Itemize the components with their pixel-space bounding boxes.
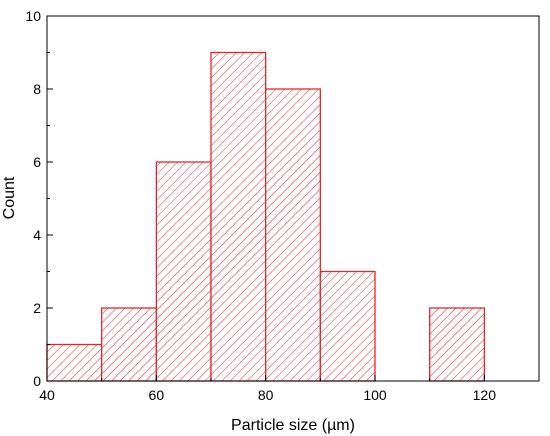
histogram-bar-70-80 bbox=[210, 51, 267, 382]
y-axis-label: Count bbox=[1, 176, 18, 219]
histogram-bar-90-100 bbox=[319, 270, 376, 382]
bars-group bbox=[46, 51, 485, 382]
x-tick-label: 60 bbox=[149, 387, 165, 403]
y-tick-label: 8 bbox=[33, 81, 41, 97]
y-tick-label: 4 bbox=[33, 227, 41, 243]
ticks-group: 40 60 80 100 120 0 2 4 6 8 10 bbox=[25, 8, 496, 403]
y-tick-label: 2 bbox=[33, 300, 41, 316]
x-tick-label: 120 bbox=[473, 387, 497, 403]
x-axis-label: Particle size (µm) bbox=[231, 417, 355, 434]
x-tick-label: 100 bbox=[363, 387, 387, 403]
x-tick-label: 80 bbox=[258, 387, 274, 403]
histogram-bar-60-70 bbox=[155, 161, 212, 382]
histogram-bar-50-60 bbox=[101, 307, 157, 382]
x-tick-label: 40 bbox=[39, 387, 55, 403]
histogram-bar-40-50 bbox=[46, 343, 103, 382]
y-tick-label: 10 bbox=[25, 8, 41, 24]
histogram-bar-110-120 bbox=[429, 307, 485, 382]
y-tick-label: 6 bbox=[33, 154, 41, 170]
y-tick-label: 0 bbox=[33, 373, 41, 389]
histogram-bar-80-90 bbox=[265, 88, 321, 382]
